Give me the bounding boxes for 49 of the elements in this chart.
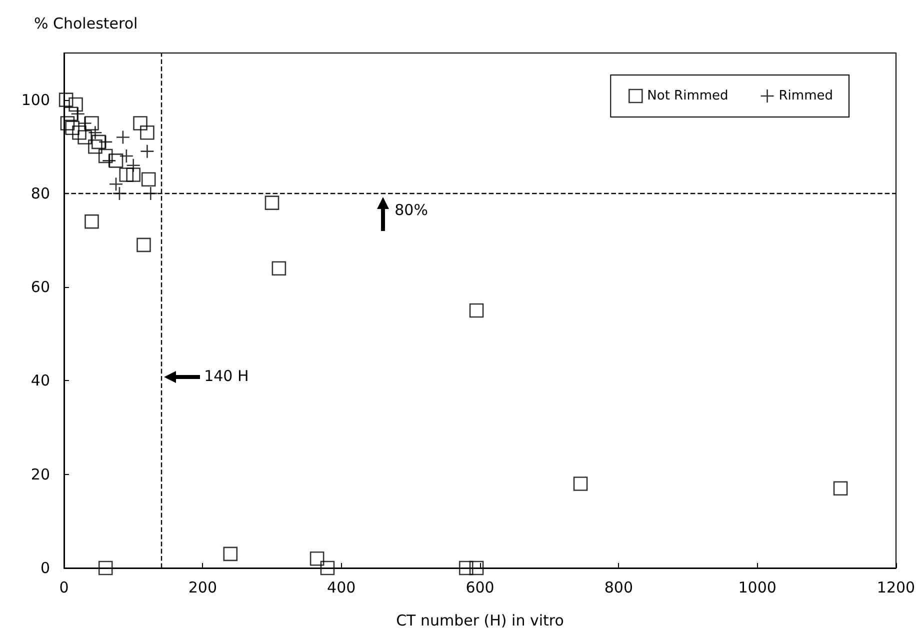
point: [136, 238, 151, 252]
point: [78, 130, 92, 144]
point: [108, 154, 124, 168]
point: [64, 106, 78, 122]
point: [92, 134, 106, 150]
point: [133, 116, 148, 130]
point: [119, 168, 134, 182]
point: [458, 560, 474, 576]
point: [58, 92, 74, 107]
point: [141, 172, 156, 187]
y-tick-label: 100: [21, 90, 50, 109]
point: [469, 303, 484, 318]
point: [223, 546, 238, 562]
point: [65, 120, 80, 136]
y-tick-label: 60: [30, 278, 50, 296]
x-axis-title: CT number (H) in vitro: [396, 612, 564, 630]
point: [60, 116, 75, 130]
x-tick-label: 1200: [876, 578, 916, 596]
point: [310, 551, 324, 566]
point: [126, 168, 140, 182]
point: [84, 214, 99, 229]
x-tick-label: 600: [466, 578, 494, 596]
legend-label: Not Rimmed: [647, 88, 728, 104]
point: [469, 560, 484, 576]
y-tick-label: 40: [30, 372, 50, 390]
x-tick-label: 1000: [738, 578, 776, 596]
legend-label: Rimmed: [778, 88, 834, 104]
point: [833, 481, 848, 496]
point: [573, 476, 588, 491]
x-tick-label: 800: [604, 578, 633, 596]
point: [264, 196, 280, 210]
legend-label: 80%: [394, 201, 428, 220]
point: [68, 97, 83, 112]
point: [140, 125, 154, 140]
point: [72, 125, 86, 140]
x-tick-label: 0: [59, 578, 69, 596]
point: [98, 148, 113, 164]
point: [320, 560, 335, 576]
point: [88, 139, 102, 154]
point: [98, 560, 113, 576]
point: [84, 116, 99, 130]
ref-line-label: 140 H: [204, 367, 249, 386]
x-tick-label: 200: [188, 578, 217, 596]
x-tick-label: 400: [327, 578, 356, 596]
y-tick-label: 80: [30, 184, 50, 202]
point: [272, 261, 286, 276]
y-tick-label: 0: [40, 559, 50, 577]
y-axis-title: % Cholesterol: [34, 14, 138, 32]
y-tick-label: 20: [30, 465, 50, 484]
